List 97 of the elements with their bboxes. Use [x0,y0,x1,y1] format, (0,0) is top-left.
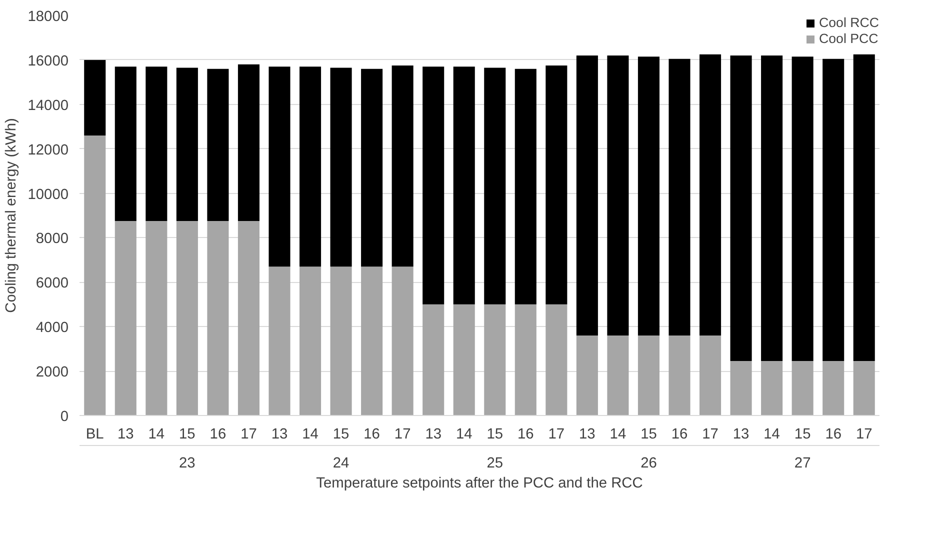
x-tick-label: 13 [271,426,288,442]
bar [361,68,383,267]
text: 26 [640,456,657,472]
x-tick-label: 17 [702,426,718,442]
bar [668,58,690,336]
y-tick-label: 2000 [36,364,69,381]
bar [453,66,475,304]
x-axis-title: Temperature setpoints after the PCC and the RCC [316,476,644,492]
x-tick-label: 13 [732,426,750,442]
x-tick-label: 16 [671,426,688,442]
bar [392,66,414,267]
bar [146,221,168,416]
bar [607,56,629,336]
legend-label: Cool PCC [819,31,878,46]
x-tick-label: 16 [364,426,380,442]
bar [576,336,598,416]
x-tick-label: 14 [764,426,780,442]
x-tick-label: 13 [118,426,134,442]
bar [114,221,136,416]
text: 25 [486,456,504,472]
bar [546,66,568,304]
bar [422,66,444,304]
bar [607,336,629,416]
x-tick-label: 15 [179,426,196,442]
y-tick-label: 10000 [28,186,69,203]
bar [638,336,660,416]
x-tick-label: 14 [148,426,165,442]
bar [514,304,536,416]
x-tick-label: 16 [825,426,842,442]
text: 24 [332,456,350,472]
x-tick-label: 17 [394,426,411,442]
x-tick-label: 15 [332,426,350,442]
y-tick-label: 4000 [36,320,69,336]
bar [822,58,844,362]
legend-label: Cool RCC [819,15,879,30]
bar [792,56,814,362]
y-tick-label: 8000 [36,231,69,248]
bar [484,304,506,416]
text: 23 [179,456,196,472]
x-tick-label: 17 [856,426,872,442]
bar [422,304,444,416]
x-tick-label: 17 [240,426,257,442]
bar [668,336,690,416]
bar [700,54,722,336]
bar [330,68,352,267]
bar [238,221,260,416]
bar [84,60,106,136]
bar [207,68,229,222]
bar [207,221,229,416]
bar [730,361,752,416]
bar [822,361,844,416]
bar [300,266,322,416]
y-tick-label: 0 [60,409,69,425]
bar [176,68,198,222]
y-tick-label: 16000 [28,53,69,70]
x-tick-label: 15 [486,426,504,442]
x-tick-label: 16 [518,426,534,442]
bar [268,266,290,416]
y-tick-label: 14000 [28,98,69,114]
x-tick-label: 13 [425,426,442,442]
x-tick-label: 14 [456,426,472,442]
bar [761,361,783,416]
y-axis-title: Cooling thermal energy (kWh) [4,118,20,313]
bar [638,56,660,336]
x-tick-label: 14 [302,426,318,442]
x-tick-label: 16 [210,426,226,442]
bar [84,136,106,416]
bar [453,304,475,416]
bar [268,66,290,267]
x-tick-label: 15 [794,426,811,442]
bar [761,56,783,362]
bar [700,336,722,416]
bar [546,304,568,416]
bar [484,68,506,304]
bar [361,266,383,416]
bar [392,266,414,416]
y-tick-label: 6000 [36,276,69,292]
y-tick-label: 12000 [28,142,69,158]
x-tick-label: BL [86,426,104,442]
y-tick-label: 18000 [28,9,69,25]
bar [730,56,752,362]
bar [792,361,814,416]
bar [853,54,875,362]
text: 27 [794,456,811,472]
x-tick-label: 14 [610,426,626,442]
bar [576,56,598,336]
bar [330,266,352,416]
bar [238,64,260,222]
x-tick-label: 15 [640,426,657,442]
bar [300,66,322,267]
x-tick-label: 13 [579,426,596,442]
x-tick-label: 17 [548,426,565,442]
bar [514,68,536,304]
bar [853,361,875,416]
bar [146,66,168,222]
bar [114,66,136,222]
bar [176,221,198,416]
